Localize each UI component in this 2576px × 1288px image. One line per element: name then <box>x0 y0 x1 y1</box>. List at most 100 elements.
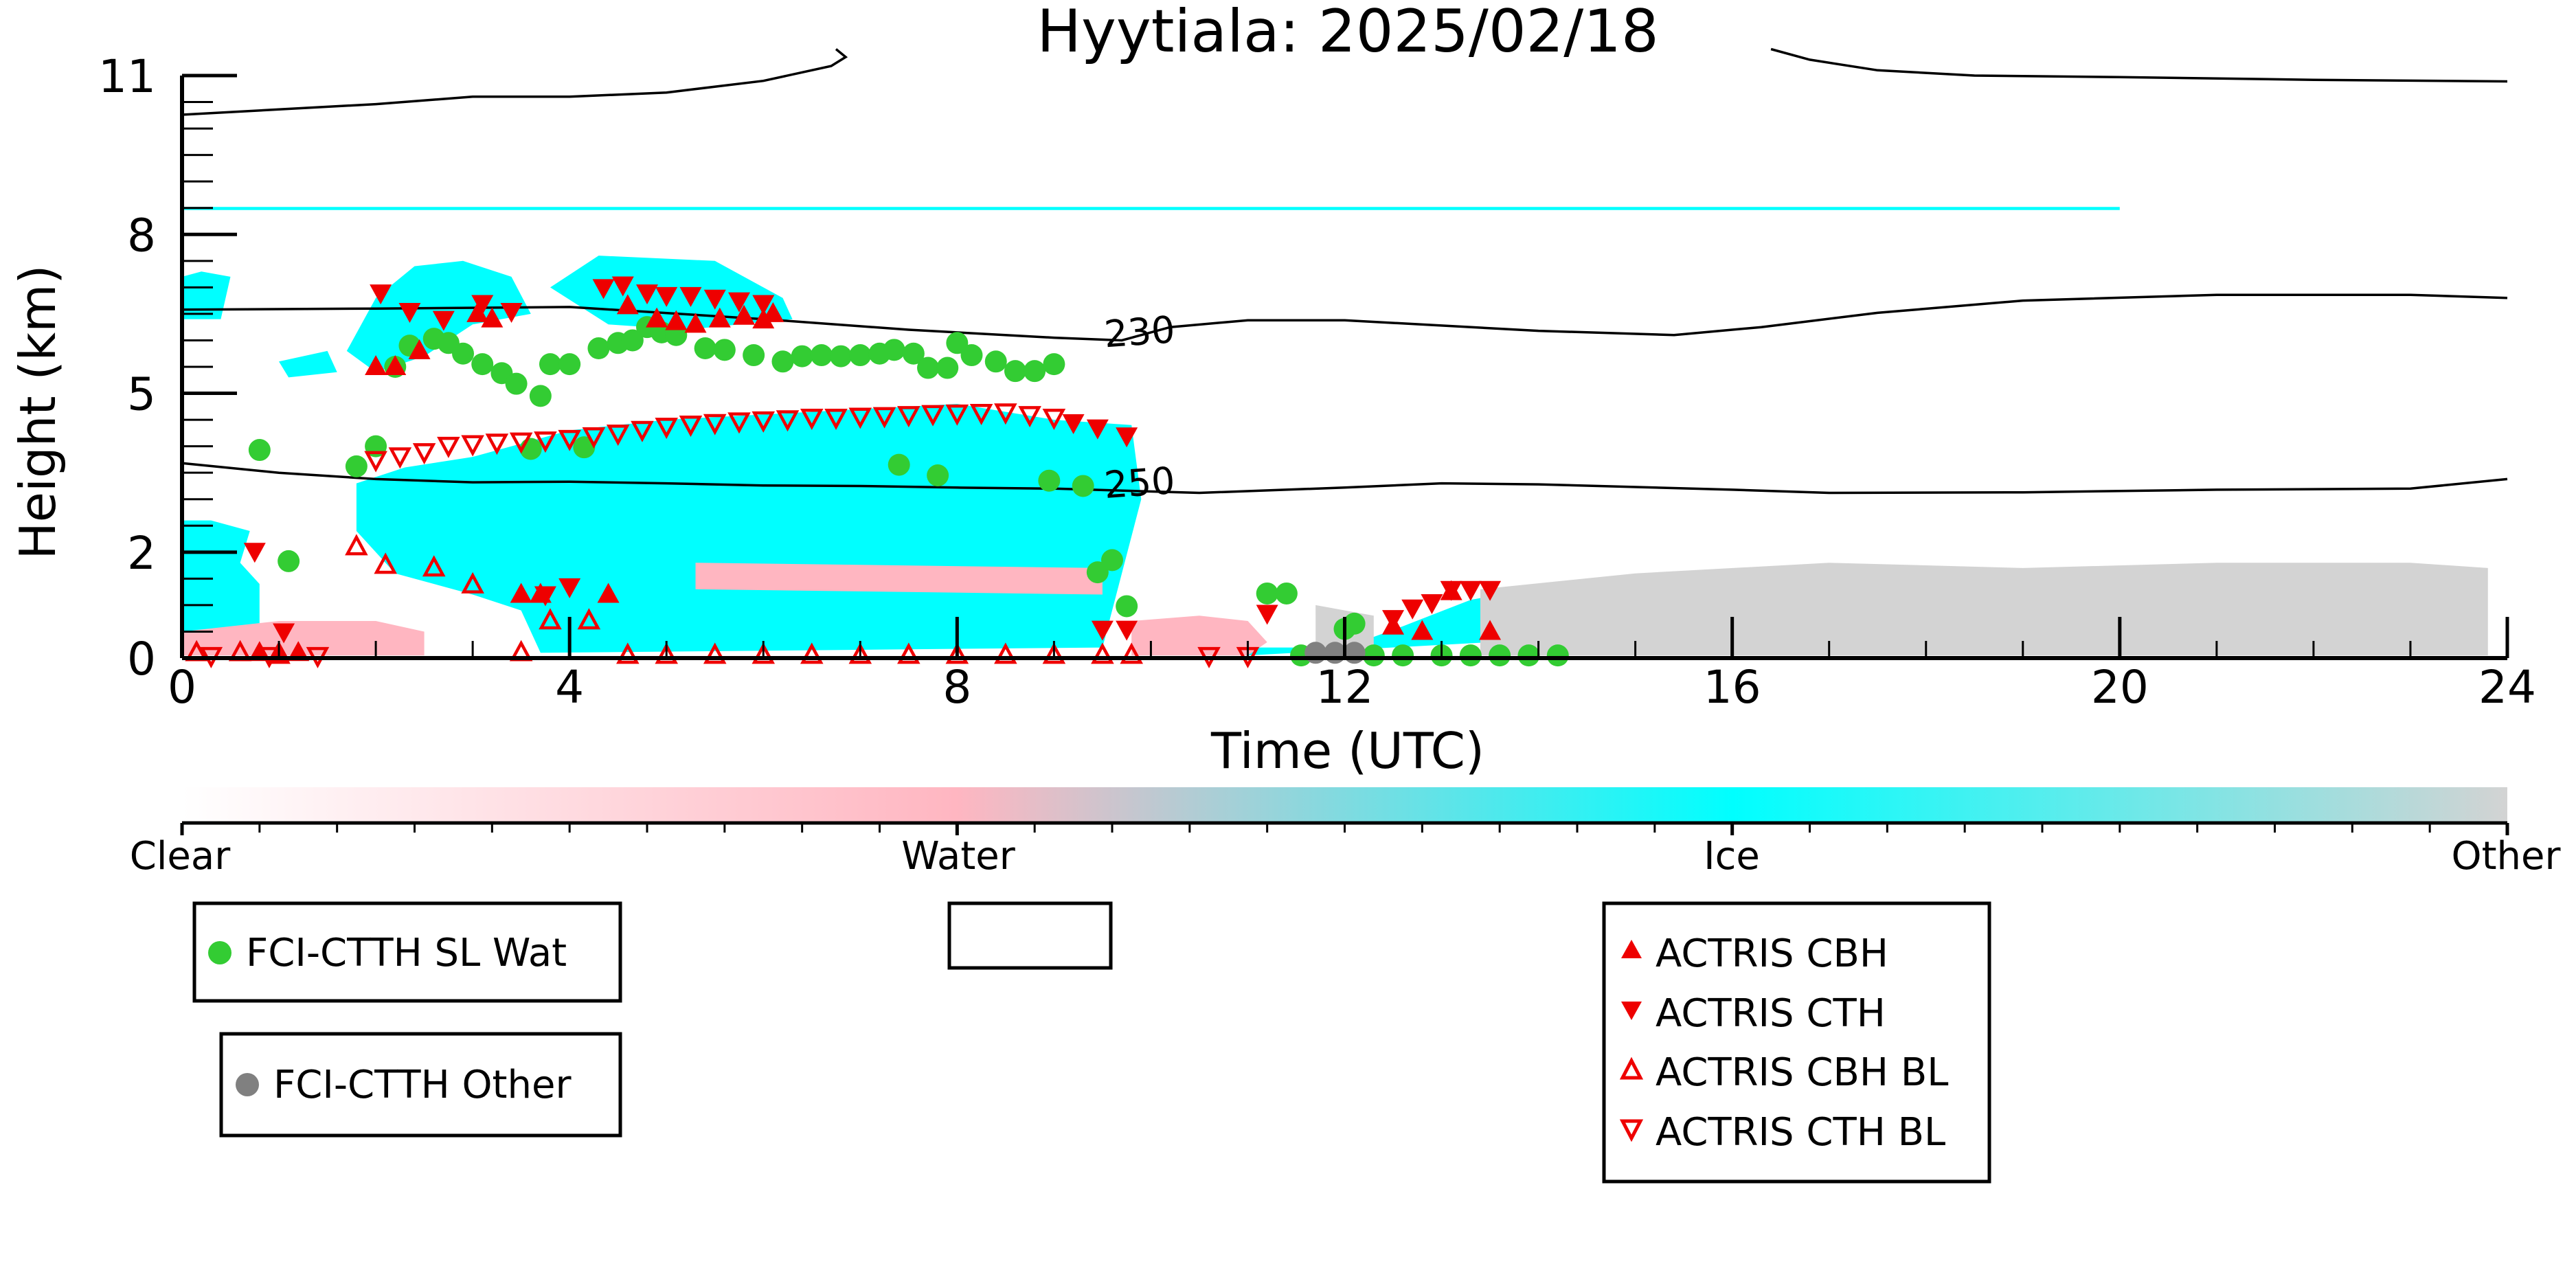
marker-fci-ctth-sl-wat-42 <box>1024 360 1046 383</box>
marker-actris-cbh-8 <box>510 583 532 603</box>
legend-actris: ACTRIS CBH ACTRIS CTH ACTRIS CBH BL ACTR… <box>1602 901 1991 1184</box>
marker-actris-cth-bl-16 <box>679 416 703 437</box>
marker-actris-cbh-bl-18 <box>994 642 1017 664</box>
marker-actris-cbh-bl-12 <box>703 642 727 664</box>
marker-actris-cth-16 <box>752 295 775 315</box>
contour-label-1: 250 <box>1103 459 1176 507</box>
marker-actris-cth-bl-4 <box>388 447 412 469</box>
marker-fci-ctth-sl-wat-60 <box>1546 644 1569 667</box>
y-tick-label-2: 2 <box>127 527 156 580</box>
marker-fci-ctth-sl-wat-14 <box>539 353 561 376</box>
marker-fci-ctth-sl-wat-36 <box>936 357 959 379</box>
marker-fci-ctth-sl-wat-1 <box>278 550 300 572</box>
legend-empty <box>947 901 1113 970</box>
contour-line-0 <box>181 293 2508 342</box>
marker-fci-ctth-sl-wat-40 <box>984 350 1007 373</box>
marker-actris-cbh-bl-14 <box>800 642 824 664</box>
marker-actris-cth-bl-3 <box>364 451 387 473</box>
marker-actris-cbh-16 <box>733 304 756 325</box>
marker-fci-ctth-sl-wat-48 <box>1116 595 1138 618</box>
marker-fci-ctth-sl-wat-53 <box>1343 612 1366 635</box>
marker-actris-cth-bl-25 <box>897 406 920 428</box>
marker-actris-cth-4 <box>432 310 455 331</box>
legend-label-cth-bl: ACTRIS CTH BL <box>1656 1110 1945 1155</box>
marker-actris-cth-bl-30 <box>1018 406 1041 428</box>
marker-actris-cth-18 <box>1086 419 1109 440</box>
legend-label-sl-wat: FCI-CTTH SL Wat <box>246 931 567 975</box>
marker-actris-cth-bl-20 <box>776 410 800 432</box>
marker-fci-ctth-sl-wat-33 <box>902 342 925 365</box>
y-axis-label: Height (km) <box>9 265 67 560</box>
x-tick-label-8: 8 <box>942 661 971 714</box>
marker-fci-ctth-sl-wat-29 <box>830 345 852 368</box>
marker-fci-ctth-sl-wat-15 <box>558 353 581 376</box>
colorbar-label-other: Other <box>2451 834 2561 879</box>
marker-actris-cth-bl-28 <box>969 404 993 426</box>
contour-line-3 <box>1770 47 2508 83</box>
region-water-10 <box>695 563 1103 595</box>
marker-actris-cth-bl-19 <box>752 411 776 433</box>
marker-actris-cth-bl-6 <box>437 436 460 458</box>
legend-label-cbh-bl: ACTRIS CBH BL <box>1656 1050 1948 1095</box>
marker-fci-ctth-sl-wat-49 <box>1256 582 1278 605</box>
legend-label-other: FCI-CTTH Other <box>273 1063 572 1107</box>
marker-actris-cbh-bl-11 <box>655 642 678 664</box>
marker-actris-cth-bl-27 <box>945 404 969 426</box>
marker-actris-cth-bl-31 <box>1042 408 1066 430</box>
marker-actris-cbh-18 <box>762 302 784 322</box>
marker-fci-ctth-sl-wat-8 <box>452 342 475 365</box>
marker-actris-cbh-bl-20 <box>1091 642 1114 664</box>
marker-fci-ctth-sl-wat-47 <box>1101 549 1123 572</box>
legend-marker-other <box>236 1073 259 1096</box>
marker-actris-cth-24 <box>1401 599 1424 620</box>
marker-actris-cth-bl-14 <box>631 420 654 442</box>
legend-marker-cth-bl <box>1619 1119 1644 1142</box>
marker-actris-cth-5 <box>471 295 494 315</box>
marker-actris-cth-7 <box>534 586 556 607</box>
marker-actris-cbh-bl-17 <box>945 642 969 664</box>
legend-label-cbh: ACTRIS CBH <box>1656 931 1888 976</box>
marker-actris-cth-11 <box>636 284 658 305</box>
legend-label-cth: ACTRIS CTH <box>1656 991 1886 1036</box>
x-tick-label-16: 16 <box>1704 661 1761 714</box>
region-other-11 <box>1480 563 2488 656</box>
marker-actris-cth-bl-8 <box>485 433 509 455</box>
marker-actris-cth-19 <box>1116 427 1138 448</box>
marker-fci-ctth-sl-wat-9 <box>471 353 494 376</box>
marker-actris-cth-13 <box>679 286 702 307</box>
y-tick-label-0: 0 <box>127 633 156 686</box>
marker-actris-cth-27 <box>1459 580 1482 601</box>
marker-fci-ctth-sl-wat-37 <box>927 464 949 487</box>
marker-actris-cth-26 <box>1440 580 1462 601</box>
marker-actris-cbh-4 <box>384 355 407 375</box>
marker-actris-cth-3 <box>398 303 421 324</box>
marker-fci-ctth-sl-wat-19 <box>621 329 644 352</box>
colorbar-label-water: Water <box>901 834 1016 879</box>
marker-actris-cbh-bl-13 <box>752 642 776 664</box>
region-ice-6 <box>1247 594 1500 656</box>
colorbar-gradient <box>182 787 2507 823</box>
marker-fci-ctth-sl-wat-23 <box>694 337 716 360</box>
class-colorbar: Clear Water Ice Other <box>130 787 2561 879</box>
marker-actris-cbh-bl-3 <box>345 534 368 556</box>
x-tick-label-12: 12 <box>1316 661 1374 714</box>
marker-fci-ctth-sl-wat-12 <box>529 385 552 407</box>
marker-fci-ctth-sl-wat-58 <box>1489 644 1511 667</box>
axes: 0 2 5 8 11 0 4 8 12 16 20 24 <box>98 50 2536 714</box>
y-tick-label-8: 8 <box>127 209 156 262</box>
marker-actris-cbh-bl-10 <box>616 642 640 664</box>
marker-actris-cbh-bl-21 <box>1120 642 1143 664</box>
marker-actris-cth-bl-10 <box>534 431 557 453</box>
marker-actris-cth-bl-11 <box>558 429 581 451</box>
legend-marker-cth <box>1621 1002 1642 1020</box>
marker-fci-ctth-sl-wat-24 <box>713 339 736 361</box>
marker-actris-cth-bl-26 <box>921 405 945 427</box>
region-water-9 <box>1131 615 1267 656</box>
marker-fci-ctth-sl-wat-59 <box>1517 644 1540 667</box>
legend-other: FCI-CTTH Other <box>219 1032 622 1138</box>
marker-fci-ctth-sl-wat-55 <box>1392 644 1414 667</box>
region-ice-7 <box>182 207 2120 210</box>
marker-actris-cth-bl-9 <box>509 432 533 454</box>
legend-marker-cbh <box>1621 940 1642 958</box>
